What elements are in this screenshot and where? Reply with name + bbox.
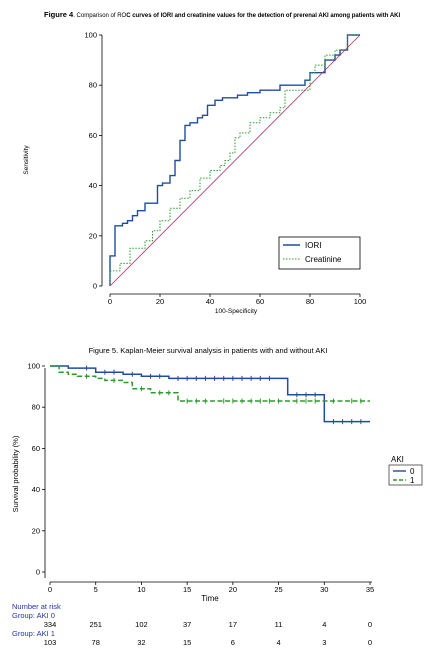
roc-x-label: 100-Specificity xyxy=(215,308,258,315)
km-x-tick-label: 5 xyxy=(94,585,98,594)
km-legend-title: AKI xyxy=(391,455,404,464)
roc-y-tick-label: 60 xyxy=(89,131,97,140)
roc-y-label: Sensitivity xyxy=(23,145,30,175)
roc-diagonal-reference-line xyxy=(109,34,361,287)
risk-count-aki-0: 37 xyxy=(183,620,191,629)
km-curve-aki-1 xyxy=(50,365,370,402)
roc-chart: 0 20 40 60 80 100 0 20 40 60 80 100 100-Specificit… xyxy=(23,31,366,316)
number-at-risk-table: Number at risk Group: AKI 0 334 251 102 37 1… xyxy=(12,602,372,647)
risk-count-aki-0: 334 xyxy=(44,620,57,629)
legend-aki1-label: 1 xyxy=(410,476,415,485)
km-x-tick-label: 25 xyxy=(274,585,282,594)
risk-count-aki-0: 11 xyxy=(275,620,283,629)
figure5-title: Figure 5. Kaplan-Meier survival analysis… xyxy=(89,346,328,355)
roc-x-tick-label: 0 xyxy=(108,297,112,306)
km-x-tick-label: 30 xyxy=(320,585,328,594)
km-y-tick-label: 100 xyxy=(27,362,40,371)
risk-header: Number at risk xyxy=(12,602,61,611)
km-y-label: Survival probability (%) xyxy=(11,435,20,512)
risk-count-aki-0: 102 xyxy=(135,620,148,629)
risk-count-aki-1: 3 xyxy=(322,638,326,647)
risk-count-aki-1: 15 xyxy=(183,638,191,647)
risk-group1-label: Group: AKI 1 xyxy=(12,629,55,638)
km-curve-aki-0 xyxy=(50,365,370,423)
roc-legend-box xyxy=(278,236,361,270)
risk-count-aki-1: 78 xyxy=(92,638,100,647)
km-x-tick-label: 20 xyxy=(229,585,237,594)
risk-count-aki-0: 4 xyxy=(322,620,326,629)
roc-iori-line xyxy=(109,34,360,286)
roc-y-tick-label: 40 xyxy=(89,181,97,190)
km-y-tick-label: 40 xyxy=(32,485,40,494)
risk-count-aki-1: 4 xyxy=(276,638,280,647)
roc-legend: IORI Creatinine xyxy=(278,236,361,270)
risk-count-aki-1: 32 xyxy=(137,638,145,647)
roc-y-tick-label: 80 xyxy=(89,81,97,90)
km-x-tick-label: 0 xyxy=(48,585,52,594)
roc-y-tick-label: 20 xyxy=(89,231,97,240)
km-x-tick-label: 35 xyxy=(366,585,374,594)
km-x-tick-label: 10 xyxy=(137,585,145,594)
roc-x-tick-label: 80 xyxy=(306,297,314,306)
km-y-tick-label: 60 xyxy=(32,444,40,453)
roc-y-tick-label: 0 xyxy=(93,282,97,291)
risk-count-aki-0: 0 xyxy=(368,620,372,629)
km-x-label: Time xyxy=(201,594,219,603)
legend-creatinine-label: Creatinine xyxy=(305,255,342,264)
roc-y-tick-label: 100 xyxy=(84,31,97,40)
km-legend-box xyxy=(388,464,423,486)
roc-x-tick-label: 100 xyxy=(354,297,367,306)
risk-count-aki-1: 6 xyxy=(231,638,235,647)
legend-aki0-label: 0 xyxy=(410,467,415,476)
risk-count-aki-0: 17 xyxy=(229,620,237,629)
roc-creatinine-line xyxy=(109,34,360,286)
risk-count-aki-1: 0 xyxy=(368,638,372,647)
km-legend: AKI 0 1 xyxy=(388,455,423,486)
risk-count-aki-1: 103 xyxy=(44,638,57,647)
risk-group0-label: Group: AKI 0 xyxy=(12,611,55,620)
roc-x-tick-label: 60 xyxy=(256,297,264,306)
km-x-tick-label: 15 xyxy=(183,585,191,594)
figure4-title: Figure 4. Comparison of ROC curves of IO… xyxy=(44,10,400,19)
roc-x-tick-label: 20 xyxy=(156,297,164,306)
risk-count-aki-0: 251 xyxy=(89,620,102,629)
roc-x-tick-label: 40 xyxy=(206,297,214,306)
legend-iori-label: IORI xyxy=(305,241,321,250)
km-y-tick-label: 80 xyxy=(32,403,40,412)
km-y-tick-label: 20 xyxy=(32,526,40,535)
km-y-tick-label: 0 xyxy=(36,568,40,577)
